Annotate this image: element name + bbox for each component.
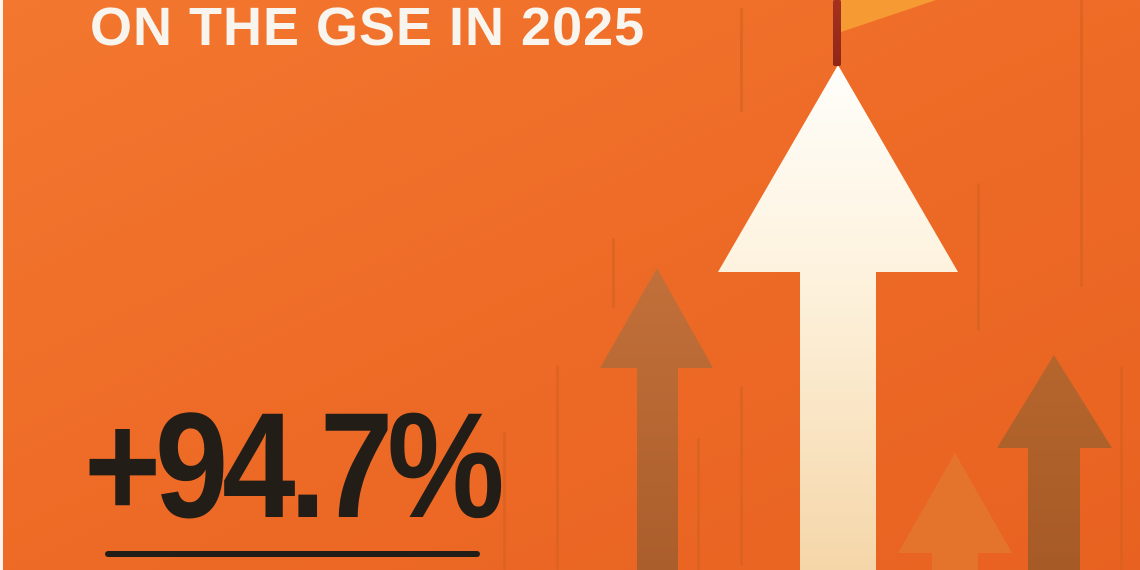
- speed-line: [697, 438, 700, 570]
- stat-underline: [105, 551, 480, 557]
- flagpole-icon: [833, 0, 841, 66]
- speed-line: [977, 183, 980, 331]
- faint-growth-arrow-icon: [898, 453, 1012, 570]
- speed-line: [740, 8, 743, 112]
- speed-line: [740, 386, 743, 566]
- right-growth-arrow-icon: [997, 355, 1112, 570]
- flag-icon: [841, 0, 936, 32]
- speed-line: [1080, 0, 1083, 287]
- left-edge-strip: [0, 0, 3, 570]
- big-growth-arrow-icon: [718, 65, 958, 570]
- speed-line: [1120, 366, 1123, 570]
- left-growth-arrow-icon: [600, 268, 713, 570]
- speed-line: [503, 432, 506, 570]
- headline-text: ON THE GSE IN 2025: [90, 0, 646, 57]
- stat-value: +94.7%: [84, 381, 505, 549]
- speed-line: [612, 238, 615, 308]
- speed-line: [556, 365, 559, 570]
